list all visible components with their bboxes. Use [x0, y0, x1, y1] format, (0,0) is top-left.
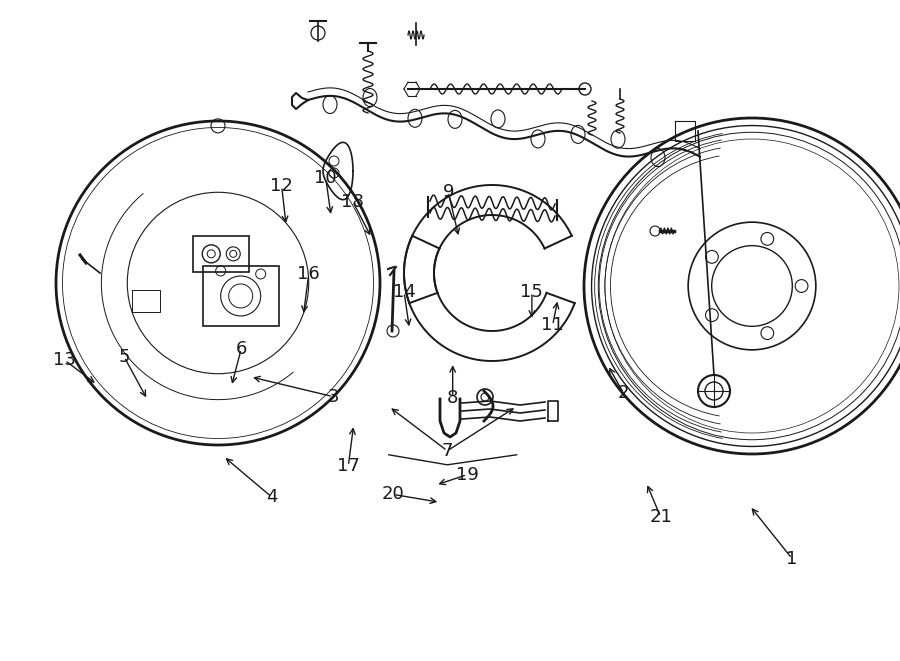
Text: 20: 20	[382, 485, 405, 504]
Text: 1: 1	[787, 549, 797, 568]
Text: 10: 10	[314, 169, 338, 188]
Bar	[194, 236, 249, 272]
Text: 11: 11	[541, 316, 564, 334]
Text: 21: 21	[649, 508, 672, 526]
Text: 8: 8	[447, 389, 458, 407]
Text: 4: 4	[266, 488, 277, 506]
Text: 13: 13	[53, 351, 76, 369]
Text: 14: 14	[392, 283, 416, 301]
Text: 2: 2	[618, 384, 629, 403]
Text: 3: 3	[328, 387, 338, 406]
Text: 18: 18	[341, 192, 365, 211]
Text: 9: 9	[443, 182, 454, 201]
Text: 15: 15	[520, 283, 544, 301]
Text: 17: 17	[337, 457, 360, 475]
Text: 5: 5	[119, 348, 130, 366]
Text: 12: 12	[270, 177, 293, 196]
Text: 19: 19	[455, 465, 479, 484]
Bar	[132, 290, 160, 312]
Text: 16: 16	[297, 265, 320, 284]
Text: 7: 7	[442, 442, 453, 460]
Bar	[202, 266, 279, 326]
Text: 6: 6	[236, 340, 247, 358]
